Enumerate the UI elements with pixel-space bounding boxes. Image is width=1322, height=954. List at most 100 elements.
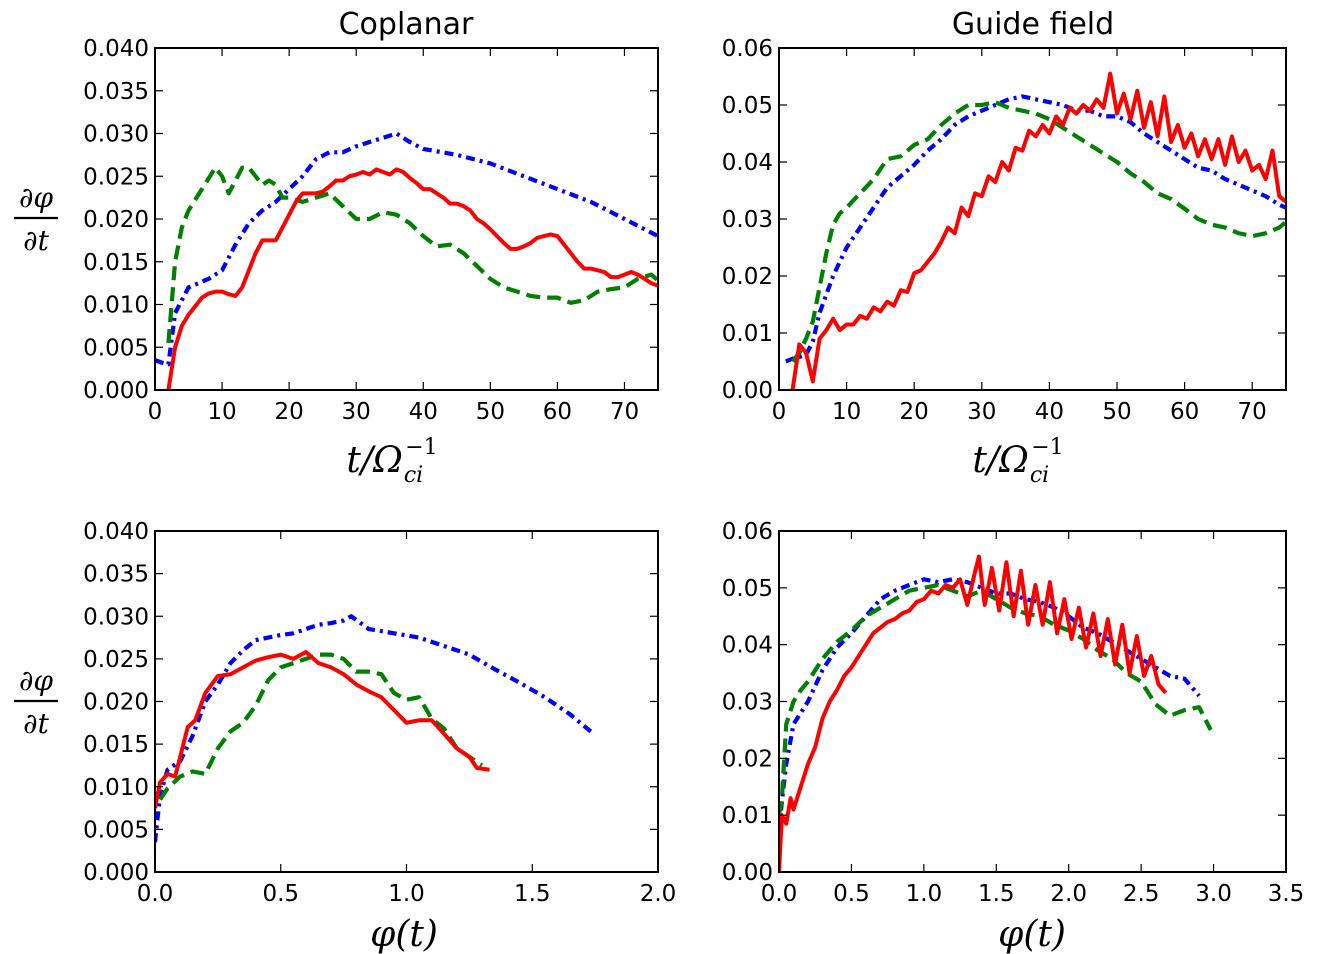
- x-tick-label: 30: [967, 399, 996, 425]
- panel-guide-field-time: Guide field 0 10 20 30 40 50 60 700.000.010.020…: [722, 7, 1287, 488]
- x-axis-label: t/Ωci−1: [346, 435, 437, 488]
- y-tick-label: 0.02: [722, 264, 773, 290]
- x-tick-label: 1.0: [388, 881, 425, 907]
- x-tick-label: 0: [148, 399, 163, 425]
- y-tick-label: 0.005: [83, 817, 149, 843]
- x-tick-label: 10: [207, 399, 236, 425]
- x-tick-label: 1.5: [978, 881, 1015, 907]
- series-layer: [784, 71, 1286, 390]
- panel-title: Coplanar: [339, 7, 474, 42]
- x-tick-label: 50: [1102, 399, 1131, 425]
- y-tick-label: 0.020: [83, 207, 149, 233]
- y-tick-label: 0.000: [83, 378, 149, 404]
- y-tick-label: 0.04: [722, 150, 773, 176]
- x-tick-label: 60: [543, 399, 572, 425]
- series-blue-dashdot: [155, 614, 594, 843]
- svg-text:∂φ: ∂φ: [19, 181, 53, 214]
- tick-layer: 0.0 0.5 1.0 1.5 2.0 0.000 0.005 0.010 0.015 0.020…: [83, 519, 676, 907]
- y-tick-label: 0.030: [83, 122, 149, 148]
- y-tick-label: 0.020: [83, 690, 149, 716]
- y-tick-label: 0.00: [722, 860, 773, 886]
- y-tick-label: 0.04: [722, 633, 773, 659]
- series-layer: [155, 131, 658, 390]
- series-red-solid: [790, 71, 1286, 390]
- x-tick-label: 10: [832, 399, 861, 425]
- y-tick-label: 0.030: [83, 604, 149, 630]
- x-tick-label: 70: [1238, 399, 1267, 425]
- panel-title: Guide field: [952, 7, 1114, 42]
- axes-frame: [154, 530, 659, 873]
- y-tick-label: 0.035: [83, 562, 149, 588]
- series-layer: [155, 614, 594, 843]
- x-tick-label: 60: [1170, 399, 1199, 425]
- x-tick-label: 40: [409, 399, 438, 425]
- x-tick-label: 0.5: [833, 881, 870, 907]
- x-tick-label: 0.5: [262, 881, 299, 907]
- svg-text:t/Ωci−1: t/Ωci−1: [972, 435, 1063, 488]
- y-tick-label: 0.040: [83, 519, 149, 545]
- panel-coplanar-time: Coplanar 0 10 20 30 40 50 60 700.0000.0050.0100…: [14, 7, 659, 488]
- y-tick-label: 0.000: [83, 860, 149, 886]
- x-tick-label: 0: [772, 399, 787, 425]
- svg-text:∂t: ∂t: [23, 224, 49, 257]
- x-tick-label: 1.0: [906, 881, 943, 907]
- series-red-solid: [779, 554, 1168, 872]
- y-tick-label: 0.06: [722, 36, 773, 62]
- y-tick-label: 0.05: [722, 576, 773, 602]
- x-tick-label: 0.0: [137, 881, 174, 907]
- y-tick-label: 0.01: [722, 321, 773, 347]
- y-tick-label: 0.040: [83, 36, 149, 62]
- y-axis-label: ∂φ ∂t: [14, 181, 58, 257]
- y-tick-label: 0.010: [83, 293, 149, 319]
- y-tick-label: 0.03: [722, 690, 773, 716]
- axes-frame: [154, 47, 659, 391]
- series-green-dashed: [779, 582, 1213, 816]
- y-tick-label: 0.00: [722, 378, 773, 404]
- svg-text:t/Ωci−1: t/Ωci−1: [346, 435, 437, 488]
- x-axis-label: φ(t): [370, 914, 438, 954]
- tick-layer: 0.0 0.5 1.0 1.5 2.0 2.5 3.0 3.5 0.00 0.01 0.02 0.03…: [722, 519, 1305, 907]
- series-green-dashed: [166, 165, 658, 344]
- y-tick-label: 0.025: [83, 647, 149, 673]
- y-tick-label: 0.025: [83, 164, 149, 190]
- series-blue-dashdot: [779, 577, 1201, 833]
- x-tick-label: 3.5: [1268, 881, 1305, 907]
- y-tick-label: 0.01: [722, 803, 773, 829]
- y-axis-label: ∂φ ∂t: [14, 664, 58, 740]
- y-tick-label: 0.015: [83, 732, 149, 758]
- tick-layer: 0 10 20 30 40 50 60 70 0.000 0.005 0.010 0.015 0.020…: [83, 36, 658, 425]
- series-green-dashed: [158, 652, 484, 801]
- series-blue-dashdot: [155, 131, 658, 367]
- svg-text:φ(t): φ(t): [370, 914, 438, 954]
- y-tick-label: 0.035: [83, 79, 149, 105]
- y-tick-label: 0.06: [722, 519, 773, 545]
- y-tick-label: 0.05: [722, 93, 773, 119]
- x-tick-label: 3.0: [1195, 881, 1232, 907]
- axes-frame: [778, 47, 1287, 391]
- x-tick-label: 2.0: [1050, 881, 1087, 907]
- series-blue-dashdot: [784, 94, 1286, 364]
- x-tick-label: 70: [610, 399, 639, 425]
- panel-coplanar-phi: 0.0 0.5 1.0 1.5 2.0 0.000 0.005 0.010 0.015 0.020…: [14, 519, 676, 954]
- svg-text:∂φ: ∂φ: [19, 664, 53, 697]
- x-tick-label: 1.5: [514, 881, 551, 907]
- y-tick-label: 0.03: [722, 207, 773, 233]
- x-tick-label: 20: [274, 399, 303, 425]
- tick-layer: 0 10 20 30 40 50 60 70 0.00 0.01 0.02 0.03 0.04 0.05 0…: [722, 36, 1286, 425]
- x-axis-label: φ(t): [998, 914, 1066, 954]
- y-tick-label: 0.005: [83, 335, 149, 361]
- axes-frame: [778, 530, 1287, 873]
- series-red-solid: [166, 167, 658, 390]
- x-axis-label: t/Ωci−1: [972, 435, 1063, 488]
- y-tick-label: 0.02: [722, 746, 773, 772]
- svg-text:∂t: ∂t: [23, 707, 49, 740]
- x-tick-label: 20: [900, 399, 929, 425]
- x-tick-label: 2.5: [1123, 881, 1160, 907]
- x-tick-label: 2.0: [640, 881, 677, 907]
- y-tick-label: 0.010: [83, 775, 149, 801]
- x-tick-label: 50: [476, 399, 505, 425]
- series-red-solid: [155, 650, 490, 809]
- y-tick-label: 0.015: [83, 250, 149, 276]
- svg-text:φ(t): φ(t): [998, 914, 1066, 954]
